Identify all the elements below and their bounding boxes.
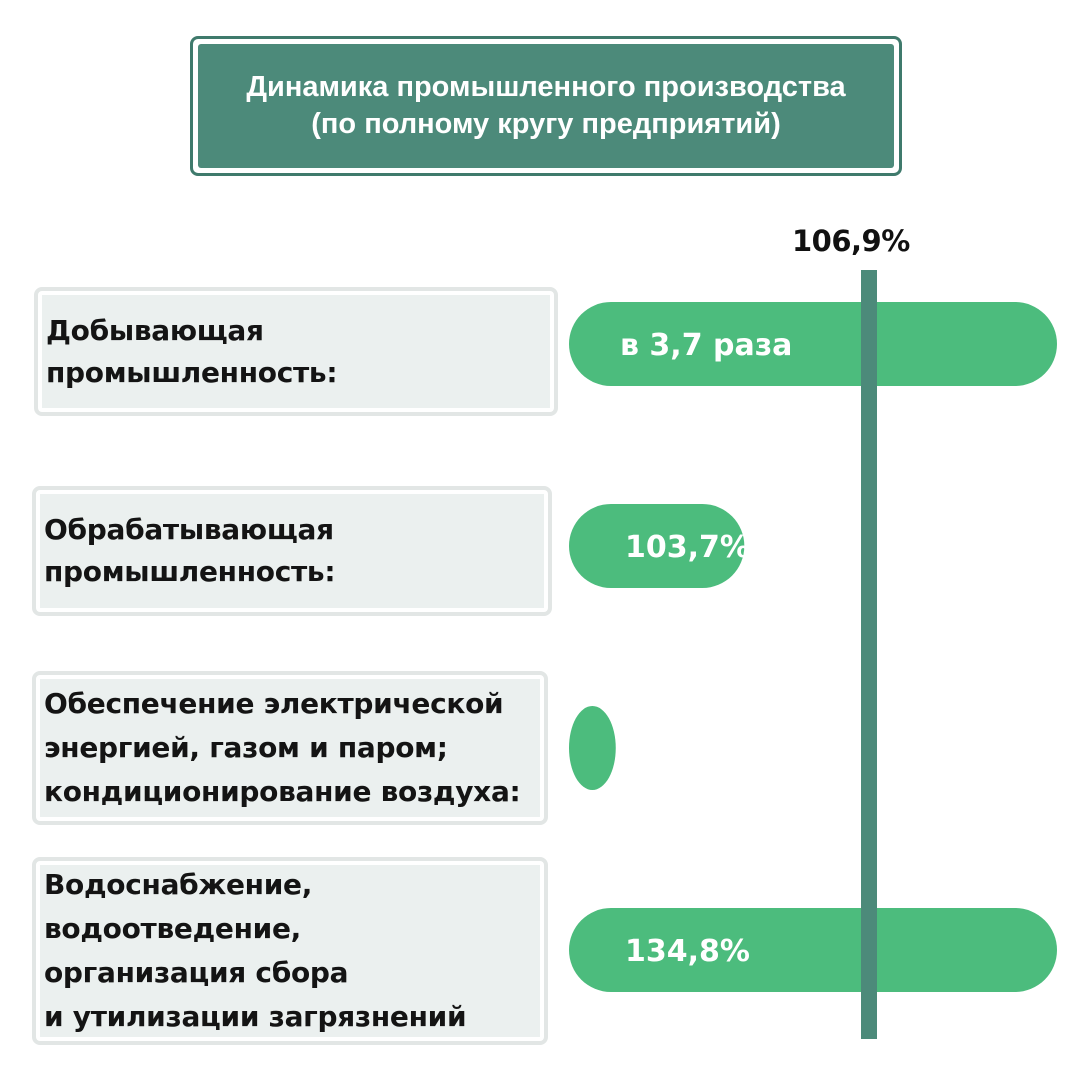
category-box-manufacturing: Обрабатывающая промышленность:	[32, 486, 552, 616]
category-line: водоотведение,	[44, 912, 301, 945]
category-box-mining: Добывающая промышленность:	[34, 287, 558, 416]
category-line: промышленность:	[44, 555, 336, 588]
bar-mining	[569, 302, 1057, 386]
category-box-water: Водоснабжение, водоотведение, организаци…	[32, 857, 548, 1045]
category-label-manufacturing: Обрабатывающая промышленность:	[40, 494, 544, 608]
category-line: организация сбора	[44, 956, 349, 989]
category-label-water: Водоснабжение, водоотведение, организаци…	[40, 865, 540, 1037]
bar-energy	[569, 706, 616, 790]
category-label-mining: Добывающая промышленность:	[42, 295, 550, 408]
category-line: энергией, газом и паром;	[44, 731, 448, 764]
bar-value-label: 134,8%	[625, 934, 750, 969]
category-label-energy: Обеспечение электрической энергией, газо…	[40, 679, 540, 817]
title-panel: Динамика промышленного производства (по …	[198, 44, 894, 168]
title-line-1: Динамика промышленного производства	[246, 71, 846, 103]
reference-value-label: 106,9%	[792, 224, 910, 258]
bar-manufacturing	[569, 504, 745, 588]
bar-value-label: 100,4%	[625, 732, 750, 767]
category-line: промышленность:	[46, 355, 338, 389]
category-box-energy: Обеспечение электрической энергией, газо…	[32, 671, 548, 825]
category-line: кондиционирование воздуха:	[44, 775, 521, 808]
bar-value-label: в 3,7 раза	[620, 328, 792, 363]
bar-water	[569, 908, 1057, 992]
reference-line	[861, 270, 877, 1039]
title-line-2: (по полному кругу предприятий)	[311, 108, 781, 140]
title-box: Динамика промышленного производства (по …	[190, 36, 902, 176]
category-line: Обрабатывающая	[44, 513, 334, 546]
category-line: и утилизации загрязнений	[44, 1000, 467, 1033]
category-line: Добывающая	[46, 313, 264, 347]
category-line: Водоснабжение,	[44, 868, 313, 901]
category-line: Обеспечение электрической	[44, 687, 504, 720]
bar-value-label: 103,7%	[625, 530, 750, 565]
